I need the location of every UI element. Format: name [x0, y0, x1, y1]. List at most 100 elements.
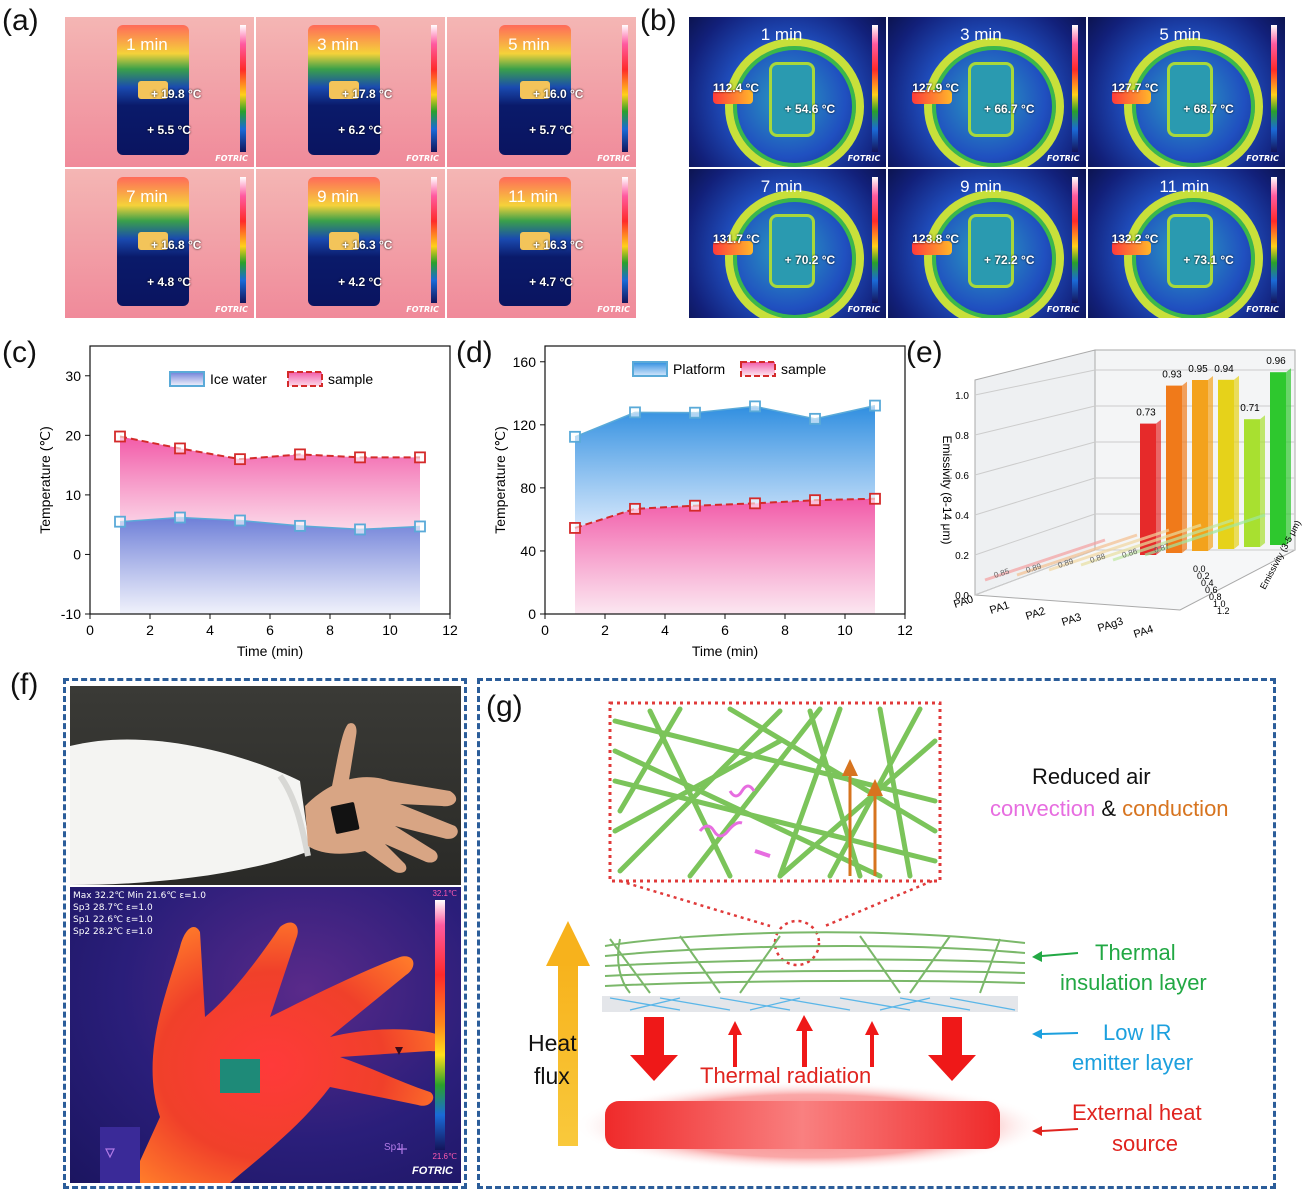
readout-sp2: Sp2 28.2℃ ε=1.0: [73, 927, 153, 937]
thermal-cell-a: 5 min + 16.0 °C + 5.7 °C FOTRIC: [447, 17, 636, 167]
thumb-shape: [332, 723, 357, 786]
platform-area: [575, 405, 875, 528]
x-tick-label: 4: [661, 622, 669, 638]
z-tick-label: 0.4: [955, 511, 969, 522]
data-point: [569, 430, 581, 443]
y-tick-label: 80: [520, 480, 536, 496]
left-temp: 132.2 °C: [1111, 232, 1159, 247]
x-tick-label: 4: [206, 622, 214, 638]
thermal-scale: [1270, 25, 1277, 152]
floor-bar: [984, 538, 1106, 582]
panel-label-g: (g): [486, 690, 523, 723]
scale-max-label: 32.1℃: [432, 889, 457, 898]
low-ir-pattern: [609, 997, 1016, 1011]
thermal-cell-b: 5 min 127.7 °C + 68.7 °C FOTRIC: [1087, 17, 1285, 167]
sample-patch-thermal: [519, 232, 551, 251]
insulation-label-1: Thermal: [1095, 940, 1176, 965]
data-point: [689, 406, 701, 419]
legend-swatch-2: [287, 371, 323, 387]
panel-label-f: (f): [10, 668, 39, 701]
sample-patch-thermal: [137, 232, 169, 251]
z-tick-label: 0.0: [955, 591, 969, 602]
sample-area: [120, 436, 420, 530]
hot-spot: [912, 241, 953, 256]
panel-label-e: (e): [906, 336, 943, 369]
legend-swatch-1: [632, 361, 668, 377]
z-tick-label: 1.0: [955, 391, 969, 402]
grid-line: [974, 477, 1096, 516]
grid-line: [974, 549, 1096, 596]
hot-spot: [1111, 241, 1152, 256]
bar-value-label: 0.71: [1240, 403, 1260, 414]
sample-patch-thermal: [519, 80, 551, 99]
legend-label-2: sample: [781, 361, 826, 377]
thermal-cell-a: 11 min + 16.3 °C + 4.7 °C FOTRIC: [447, 168, 636, 318]
thermal-scale: [240, 25, 246, 152]
sample-block: [1167, 213, 1214, 289]
x-tick-label: 0: [541, 622, 549, 638]
upper-temp: + 16.3 °C: [532, 238, 584, 253]
thermal-scale: [431, 176, 437, 303]
data-point: [174, 511, 186, 524]
left-temp: 112.4 °C: [712, 80, 760, 95]
time-label: 7 min: [760, 176, 803, 196]
lower-temp: + 4.7 °C: [529, 274, 573, 289]
heat-flux-shaft: [558, 961, 578, 1146]
hand-photo: [70, 686, 461, 885]
thermal-radiation-label: Thermal radiation: [700, 1063, 872, 1088]
convection-wave-2: [728, 784, 756, 798]
hand-heat-shape: [130, 922, 445, 1183]
sample-area: [575, 498, 875, 614]
bar-value-label: 0.95: [1188, 364, 1208, 375]
thermal-scale: [431, 25, 437, 152]
data-point: [689, 499, 701, 512]
legend-swatch-2: [740, 361, 776, 377]
sample-patch-thermal: [328, 232, 360, 251]
thermal-cell-a: 3 min + 17.8 °C + 6.2 °C FOTRIC: [256, 17, 445, 167]
fotric-logo: FOTRIC: [597, 305, 630, 314]
fotric-logo: FOTRIC: [847, 305, 881, 314]
x-axis-label: Time (min): [692, 643, 758, 659]
data-point: [174, 442, 186, 455]
y-tick-label: -10: [61, 606, 81, 622]
data-point: [234, 453, 246, 466]
legend-label-1: Platform: [673, 361, 725, 377]
center-temp: + 54.6 °C: [784, 101, 836, 116]
bar-value-label: 0.96: [1266, 356, 1286, 367]
data-point: [294, 448, 306, 461]
left-temp: 131.7 °C: [712, 232, 760, 247]
floor-bar: [1016, 533, 1138, 577]
thermal-scale: [1071, 176, 1078, 303]
pointer-insulation-head: [1032, 951, 1042, 962]
data-point: [234, 514, 246, 527]
category-label: PA4: [1132, 623, 1155, 641]
x-tick-label: 2: [601, 622, 609, 638]
convection-word: convection: [990, 796, 1096, 821]
thermal-cell-b: 1 min 112.4 °C + 54.6 °C FOTRIC: [689, 17, 887, 167]
hot-spot: [1111, 89, 1152, 104]
sample-patch-thermal: [137, 80, 169, 99]
center-temp: + 70.2 °C: [784, 253, 836, 268]
data-point: [354, 451, 366, 464]
scale-min-label: 21.6℃: [432, 1152, 457, 1161]
upper-temp: + 16.3 °C: [341, 238, 393, 253]
series-line-sample: [574, 497, 876, 529]
data-point: [569, 522, 581, 534]
upper-temp: + 16.8 °C: [150, 238, 202, 253]
left-temp: 123.8 °C: [912, 232, 960, 247]
low-ir-label-1: Low IR: [1103, 1020, 1172, 1045]
source-label-2: source: [1112, 1131, 1179, 1156]
hand-thermal-illustration: [100, 922, 445, 1183]
x-tick-label: 12: [442, 622, 458, 638]
bar-side: [1182, 381, 1187, 553]
bar-value-label: 0.73: [1136, 408, 1156, 419]
thermal-color-scale: [435, 900, 445, 1150]
x-tick-label: 6: [721, 622, 729, 638]
bar-0.95: [1192, 380, 1208, 551]
y-tick-label: 0: [528, 606, 536, 622]
up-arrows: [728, 1015, 879, 1067]
y-tick-label: 40: [520, 543, 536, 559]
bar-0.93: [1166, 385, 1182, 553]
bar-0.71: [1244, 419, 1260, 547]
bar-side: [1286, 368, 1291, 545]
